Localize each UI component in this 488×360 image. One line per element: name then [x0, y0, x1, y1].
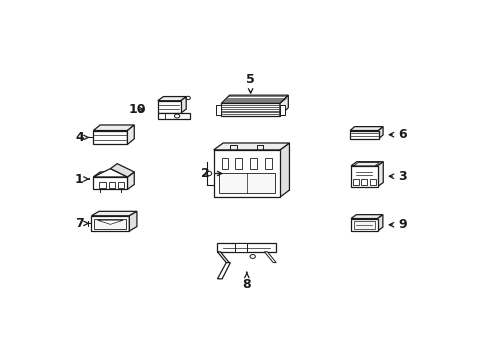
Polygon shape: [264, 252, 276, 262]
Polygon shape: [158, 113, 189, 119]
Polygon shape: [91, 216, 129, 231]
Polygon shape: [216, 105, 221, 115]
Polygon shape: [219, 174, 274, 193]
Text: 10: 10: [128, 103, 145, 116]
Polygon shape: [99, 182, 105, 188]
Polygon shape: [369, 179, 375, 185]
Polygon shape: [221, 158, 228, 169]
Text: 3: 3: [388, 170, 406, 183]
Polygon shape: [349, 131, 378, 139]
Text: 9: 9: [388, 218, 406, 231]
Text: 7: 7: [75, 217, 89, 230]
Polygon shape: [377, 215, 382, 231]
Text: 6: 6: [388, 128, 406, 141]
Polygon shape: [127, 172, 134, 189]
Polygon shape: [280, 95, 288, 116]
Polygon shape: [349, 127, 382, 131]
Polygon shape: [280, 143, 289, 197]
Text: 4: 4: [75, 131, 89, 144]
Text: 8: 8: [242, 272, 251, 291]
Polygon shape: [127, 125, 134, 144]
Polygon shape: [350, 215, 382, 219]
Polygon shape: [378, 127, 382, 139]
Polygon shape: [110, 164, 134, 177]
Polygon shape: [93, 168, 127, 177]
Polygon shape: [108, 182, 115, 188]
Polygon shape: [361, 179, 366, 185]
Polygon shape: [93, 125, 134, 131]
Polygon shape: [250, 158, 256, 169]
Polygon shape: [217, 252, 229, 262]
Polygon shape: [234, 158, 241, 169]
Polygon shape: [93, 131, 127, 144]
Polygon shape: [353, 162, 379, 166]
Polygon shape: [93, 172, 134, 177]
Polygon shape: [280, 105, 285, 115]
Text: 1: 1: [75, 172, 89, 185]
Polygon shape: [158, 96, 186, 101]
Polygon shape: [93, 177, 127, 189]
Polygon shape: [158, 101, 180, 113]
Polygon shape: [265, 158, 271, 169]
Polygon shape: [129, 211, 137, 231]
Polygon shape: [213, 143, 289, 150]
Polygon shape: [377, 162, 383, 186]
Polygon shape: [213, 150, 280, 197]
Polygon shape: [217, 243, 276, 252]
Polygon shape: [350, 162, 383, 166]
Polygon shape: [352, 179, 358, 185]
Polygon shape: [221, 103, 280, 116]
Polygon shape: [118, 182, 124, 188]
Polygon shape: [353, 221, 374, 229]
Polygon shape: [221, 95, 288, 103]
Polygon shape: [94, 219, 126, 229]
Polygon shape: [91, 211, 137, 216]
Polygon shape: [97, 220, 123, 224]
Text: 2: 2: [201, 167, 222, 180]
Polygon shape: [180, 96, 186, 113]
Polygon shape: [217, 262, 230, 279]
Polygon shape: [235, 243, 246, 252]
Text: 5: 5: [246, 73, 254, 93]
Polygon shape: [350, 219, 377, 231]
Polygon shape: [350, 166, 377, 186]
Polygon shape: [223, 143, 289, 190]
